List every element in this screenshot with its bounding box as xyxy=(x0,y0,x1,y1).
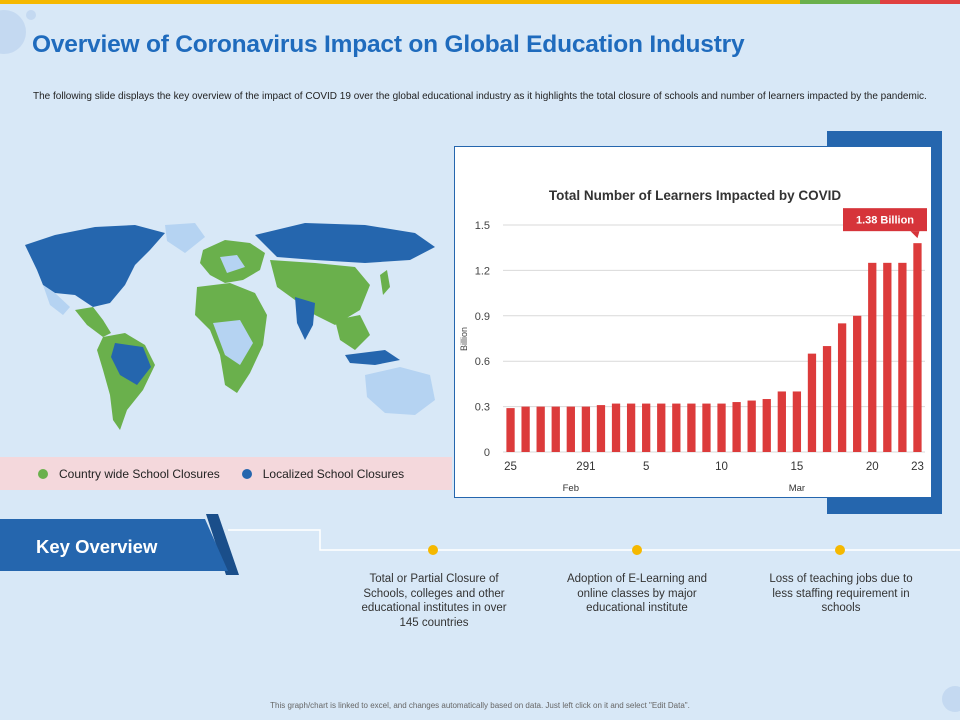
y-tick-label: 1.5 xyxy=(475,220,490,232)
x-tick-label: 10 xyxy=(715,461,728,473)
bar[interactable] xyxy=(777,391,786,452)
top-bar-green xyxy=(800,0,880,4)
x-tick-label: 20 xyxy=(866,461,879,473)
bar[interactable] xyxy=(732,402,741,452)
bar[interactable] xyxy=(551,406,560,452)
virus-decoration-icon xyxy=(26,10,36,20)
page-title: Overview of Coronavirus Impact on Global… xyxy=(32,31,745,58)
callout-pointer xyxy=(910,231,920,239)
virus-decoration-icon xyxy=(0,10,26,54)
bar[interactable] xyxy=(837,323,847,452)
bar[interactable] xyxy=(868,262,877,452)
x-tick-label: 23 xyxy=(911,461,924,473)
y-tick-label: 0.9 xyxy=(475,311,490,323)
y-tick-label: 1.2 xyxy=(475,265,490,277)
key-point-dot-2 xyxy=(632,545,642,555)
bar[interactable] xyxy=(913,243,922,452)
green-dot-icon xyxy=(38,468,48,479)
bar[interactable] xyxy=(762,399,771,452)
map-brazil xyxy=(111,343,151,385)
map-europe-light xyxy=(220,255,245,273)
top-bar-red xyxy=(880,0,960,4)
x-tick-label: 5 xyxy=(643,461,649,473)
bar[interactable] xyxy=(581,406,591,452)
y-tick-label: 0.3 xyxy=(475,402,490,414)
map-japan xyxy=(380,270,390,295)
key-point-dot-3 xyxy=(835,545,845,555)
chart-card[interactable]: Total Number of Learners Impacted by COV… xyxy=(454,146,932,498)
key-point-1: Total or Partial Closure of Schools, col… xyxy=(361,573,507,629)
legend-label-localized: Localized School Closures xyxy=(262,466,405,481)
legend-item-localized: Localized School Closures xyxy=(241,466,405,481)
map-legend: Country wide School Closures Localized S… xyxy=(0,457,452,490)
bar[interactable] xyxy=(702,403,711,452)
bar[interactable] xyxy=(792,391,802,452)
y-tick-label: 0 xyxy=(484,447,490,459)
bar[interactable] xyxy=(642,403,651,452)
bar[interactable] xyxy=(657,403,666,452)
map-southeast-asia xyxy=(335,315,370,350)
blue-dot-icon xyxy=(241,468,252,479)
map-russia xyxy=(255,223,435,263)
month-label: Feb xyxy=(563,483,579,494)
bar[interactable] xyxy=(672,403,681,452)
month-label: Mar xyxy=(789,483,805,494)
bar[interactable] xyxy=(521,406,530,452)
bar[interactable] xyxy=(898,262,907,452)
legend-label-country-wide: Country wide School Closures xyxy=(59,466,220,481)
key-overview-heading: Key Overview xyxy=(36,536,158,557)
map-africa-light xyxy=(213,320,253,365)
bar[interactable] xyxy=(747,400,756,452)
page-description: The following slide displays the key ove… xyxy=(33,91,927,102)
bar[interactable] xyxy=(687,403,696,452)
chart-title: Total Number of Learners Impacted by COV… xyxy=(549,188,842,203)
map-north-america xyxy=(25,225,165,307)
map-australia xyxy=(365,367,435,415)
x-tick-label: 25 xyxy=(504,461,517,473)
top-accent-bar xyxy=(0,0,960,4)
key-point-2: Adoption of E-Learning and online classe… xyxy=(566,573,708,614)
bar[interactable] xyxy=(626,403,636,452)
callout-box xyxy=(843,208,927,232)
key-overview-banner xyxy=(0,519,228,571)
key-point-3: Loss of teaching jobs due to less staffi… xyxy=(769,573,913,614)
map-greenland xyxy=(165,223,205,253)
bar[interactable] xyxy=(596,405,606,452)
map-asia xyxy=(270,260,370,325)
x-tick-label: 291 xyxy=(576,461,595,473)
bar-chart: Total Number of Learners Impacted by COV… xyxy=(459,188,927,494)
world-map xyxy=(25,223,435,430)
x-tick-label: 15 xyxy=(790,461,803,473)
bar[interactable] xyxy=(506,408,515,452)
bar[interactable] xyxy=(807,353,817,452)
map-indonesia xyxy=(345,350,400,365)
map-india xyxy=(295,297,315,340)
y-axis-label: Billion xyxy=(459,327,469,351)
bar[interactable] xyxy=(566,406,575,452)
legend-item-country-wide: Country wide School Closures xyxy=(38,467,220,481)
map-canada-light xyxy=(43,285,70,315)
bar[interactable] xyxy=(853,315,862,452)
footer-note: This graph/chart is linked to excel, and… xyxy=(270,701,690,710)
value-callout: 1.38 Billion xyxy=(843,208,927,239)
virus-decoration-icon xyxy=(942,686,960,712)
y-tick-label: 0.6 xyxy=(475,356,490,368)
bar[interactable] xyxy=(883,262,892,452)
key-point-dot-1 xyxy=(428,545,438,555)
bar[interactable] xyxy=(822,346,832,452)
bar[interactable] xyxy=(717,403,726,452)
bar[interactable] xyxy=(536,406,545,452)
top-bar-yellow xyxy=(0,0,800,4)
map-central-america xyxy=(75,307,111,337)
callout-label: 1.38 Billion xyxy=(856,215,914,227)
bar[interactable] xyxy=(611,403,621,452)
